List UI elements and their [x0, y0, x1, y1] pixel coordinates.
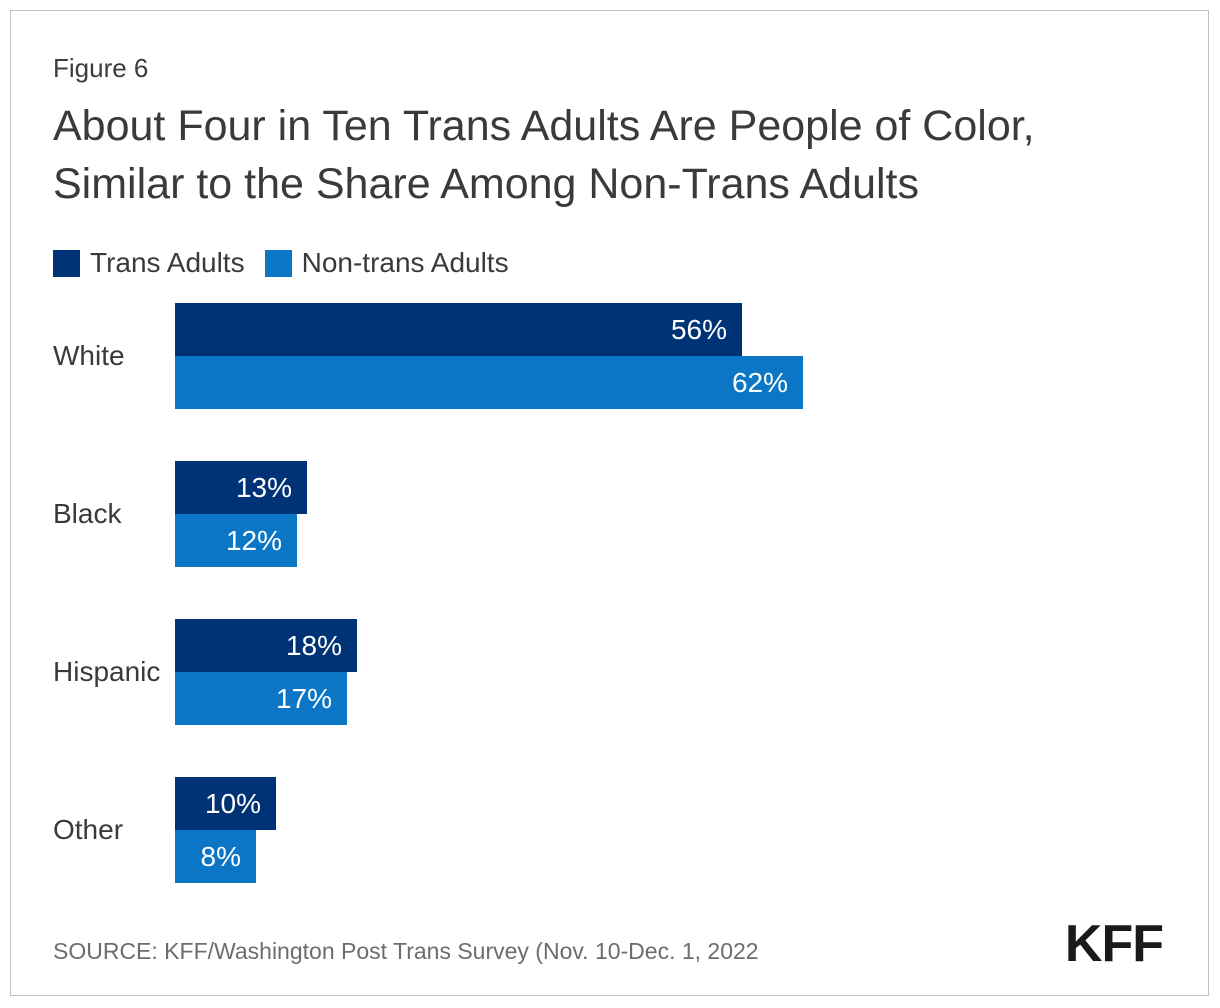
legend-item-trans-adults: Trans Adults — [53, 247, 245, 279]
bar-group-white: White 56% 62% — [53, 303, 1189, 409]
chart-title: About Four in Ten Trans Adults Are Peopl… — [53, 97, 1183, 213]
bar-value-label: 62% — [731, 366, 788, 398]
figure-number-label: Figure 6 — [53, 53, 149, 83]
bar-value-label: 12% — [225, 524, 282, 556]
bar-group-other: Other 10% 8% — [53, 777, 1189, 883]
chart-title-line-2: Similar to the Share Among Non-Trans Adu… — [53, 160, 919, 208]
bar-value-label: 56% — [670, 313, 727, 345]
category-label-hispanic: Hispanic — [53, 656, 161, 687]
legend-label-non-trans-adults: Non-trans Adults — [301, 247, 509, 278]
bar-value-label: 13% — [235, 471, 292, 503]
bar-other-trans-adults: 10% — [175, 777, 276, 830]
bar-hispanic-trans-adults: 18% — [175, 619, 357, 672]
bar-value-label: 10% — [204, 787, 261, 819]
legend-label-trans-adults: Trans Adults — [90, 247, 245, 278]
bar-value-label: 17% — [275, 682, 332, 714]
non-trans-adults-swatch-icon — [264, 249, 292, 277]
bar-value-label: 8% — [200, 840, 241, 872]
source-note: SOURCE: KFF/Washington Post Trans Survey… — [53, 938, 759, 964]
category-label-black: Black — [53, 498, 122, 529]
bar-chart: White 56% 62% Black 13% 12% Hispanic 18% 17% Othe… — [53, 303, 1189, 884]
bar-black-non-trans-adults: 12% — [175, 514, 297, 567]
kff-logo: KFF — [1064, 915, 1164, 973]
bar-other-non-trans-adults: 8% — [175, 830, 256, 883]
legend-item-non-trans-adults: Non-trans Adults — [264, 247, 509, 279]
bar-black-trans-adults: 13% — [175, 461, 307, 514]
bar-white-trans-adults: 56% — [175, 303, 742, 356]
bar-white-non-trans-adults: 62% — [175, 356, 803, 409]
bar-group-black: Black 13% 12% — [53, 461, 1189, 567]
bar-value-label: 18% — [285, 629, 342, 661]
trans-adults-swatch-icon — [53, 249, 80, 277]
category-label-other: Other — [53, 814, 124, 845]
category-label-white: White — [53, 340, 125, 371]
bar-hispanic-non-trans-adults: 17% — [175, 672, 347, 725]
chart-title-line-1: About Four in Ten Trans Adults Are Peopl… — [53, 102, 1035, 150]
figure-frame: Figure 6 About Four in Ten Trans Adults … — [10, 10, 1209, 996]
chart-legend: Trans Adults Non-trans Adults — [53, 247, 509, 279]
bar-group-hispanic: Hispanic 18% 17% — [53, 619, 1189, 725]
